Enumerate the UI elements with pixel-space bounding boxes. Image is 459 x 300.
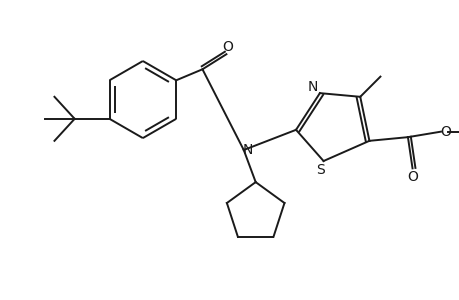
- Text: N: N: [242, 143, 252, 157]
- Text: O: O: [439, 125, 450, 139]
- Text: N: N: [307, 80, 317, 94]
- Text: S: S: [316, 163, 325, 177]
- Text: O: O: [221, 40, 232, 54]
- Text: O: O: [406, 169, 417, 184]
